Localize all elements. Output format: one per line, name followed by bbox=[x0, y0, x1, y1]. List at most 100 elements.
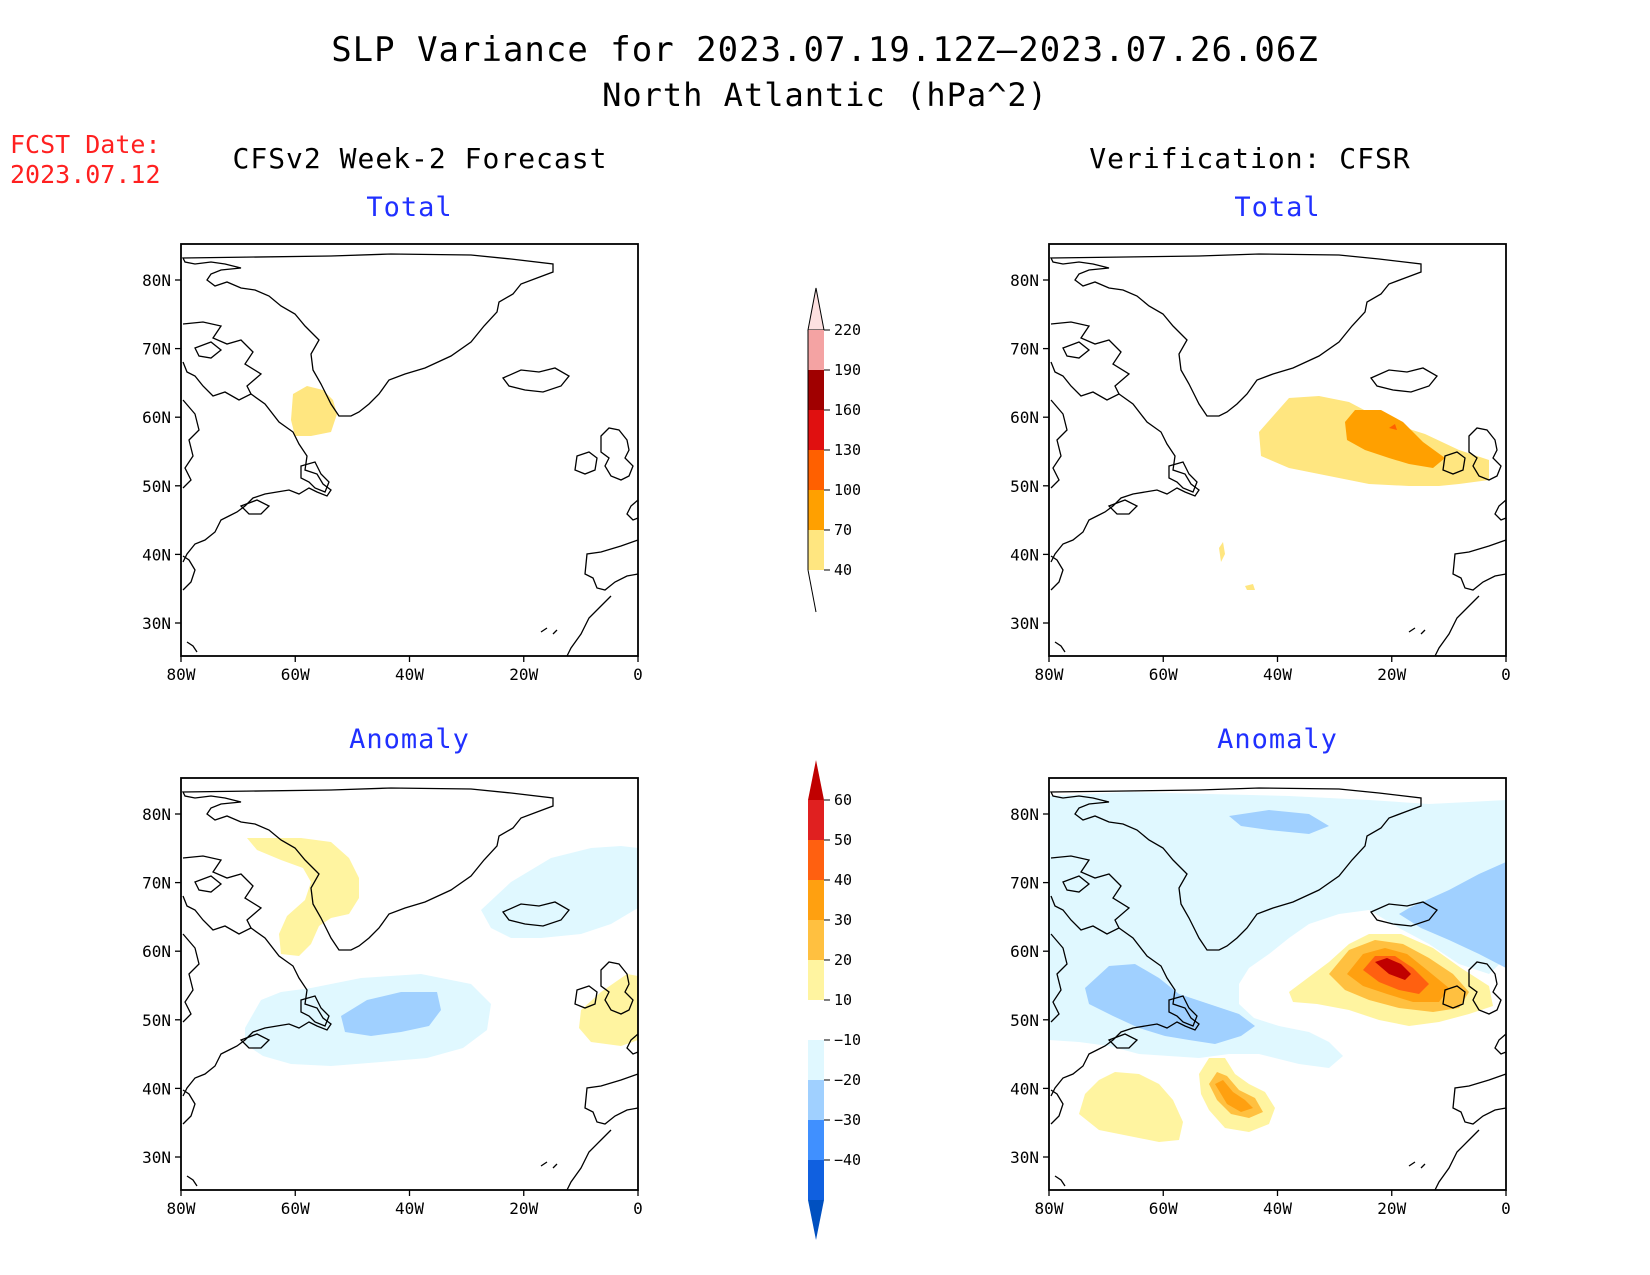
lat-tick-label: 60N bbox=[1010, 942, 1039, 961]
lat-tick-label: 70N bbox=[142, 874, 171, 893]
colorbar-swatch bbox=[808, 1080, 824, 1120]
forecast-column-title: CFSv2 Week-2 Forecast bbox=[232, 142, 608, 175]
colorbar-swatch bbox=[808, 530, 824, 570]
verification-column-title: Verification: CFSR bbox=[1089, 142, 1411, 175]
colorbar-label: −40 bbox=[834, 1151, 861, 1169]
colorbar-bottom-arrow bbox=[808, 1200, 824, 1240]
main-title: SLP Variance for 2023.07.19.12Z—2023.07.… bbox=[331, 30, 1319, 70]
contour-40-70-small-2 bbox=[1245, 584, 1255, 590]
verification-anomaly-map bbox=[1048, 777, 1507, 1191]
colorbar-bottom-arrow bbox=[807, 569, 817, 613]
lon-tick-label: 20W bbox=[1377, 1199, 1406, 1218]
colorbar-label: 40 bbox=[834, 871, 852, 889]
colorbar-swatch bbox=[808, 370, 824, 410]
lon-tick-label: 60W bbox=[1149, 1199, 1178, 1218]
lat-tick-label: 40N bbox=[1010, 1079, 1039, 1098]
colorbar-swatch bbox=[808, 1000, 824, 1040]
colorbar-swatch bbox=[808, 840, 824, 880]
lat-tick-label: 40N bbox=[142, 545, 171, 564]
contour-neg-20-30-north bbox=[1229, 810, 1329, 834]
contour-neg-10-20-east bbox=[481, 846, 638, 938]
contour-pos-10-20-sw bbox=[1079, 1072, 1183, 1142]
colorbar-label: 100 bbox=[834, 481, 861, 499]
lat-tick-label: 50N bbox=[1010, 477, 1039, 496]
colorbar-swatch bbox=[808, 330, 824, 370]
fcst-date-label: FCST Date: bbox=[10, 130, 161, 159]
fcst-date-value: 2023.07.12 bbox=[10, 160, 161, 189]
lon-tick-label: 20W bbox=[1377, 665, 1406, 684]
lat-tick-label: 30N bbox=[1010, 1148, 1039, 1167]
colorbar-label: 60 bbox=[834, 791, 852, 809]
colorbar-top-arrow bbox=[807, 287, 825, 331]
contour-pos-10-20-europe bbox=[579, 974, 638, 1046]
lat-tick-label: 60N bbox=[142, 408, 171, 427]
verification-total-label: Total bbox=[1234, 192, 1321, 223]
colorbar-label: 10 bbox=[834, 991, 852, 1009]
lon-tick-label: 60W bbox=[281, 1199, 310, 1218]
contour-pos-10-20-greenland bbox=[247, 838, 359, 956]
contour-neg-20-30-west bbox=[341, 992, 441, 1036]
lon-tick-label: 0 bbox=[1501, 1199, 1511, 1218]
lat-tick-label: 50N bbox=[142, 477, 171, 496]
colorbar-label: 50 bbox=[834, 831, 852, 849]
colorbar-swatch bbox=[808, 880, 824, 920]
lon-tick-label: 20W bbox=[509, 1199, 538, 1218]
lat-tick-label: 30N bbox=[1010, 614, 1039, 633]
colorbar-label: 30 bbox=[834, 911, 852, 929]
contour-pos-50-60-east bbox=[1375, 958, 1411, 980]
lat-tick-label: 70N bbox=[142, 340, 171, 359]
lat-tick-label: 80N bbox=[142, 271, 171, 290]
contour-neg-20-30-west bbox=[1085, 964, 1255, 1044]
lon-tick-label: 0 bbox=[633, 665, 643, 684]
lon-tick-label: 40W bbox=[1263, 665, 1292, 684]
contour-pos-30-40-mid bbox=[1215, 1080, 1253, 1112]
colorbar-label: −20 bbox=[834, 1071, 861, 1089]
contour-40-70 bbox=[291, 386, 337, 436]
lon-tick-label: 80W bbox=[1035, 1199, 1064, 1218]
lon-tick-label: 0 bbox=[1501, 665, 1511, 684]
lon-tick-label: 40W bbox=[395, 1199, 424, 1218]
total-colorbar: 220 190 160 130 100 70 40 bbox=[807, 287, 861, 613]
colorbar-swatch bbox=[808, 490, 824, 530]
forecast-total-label: Total bbox=[366, 192, 453, 223]
lat-tick-label: 30N bbox=[142, 1148, 171, 1167]
lat-tick-label: 40N bbox=[1010, 545, 1039, 564]
verification-total-map bbox=[1048, 243, 1507, 657]
lat-tick-label: 50N bbox=[1010, 1011, 1039, 1030]
lat-tick-label: 70N bbox=[1010, 340, 1039, 359]
lon-tick-label: 60W bbox=[281, 665, 310, 684]
map-background bbox=[181, 244, 638, 656]
colorbar-swatch bbox=[808, 450, 824, 490]
lon-tick-label: 80W bbox=[167, 1199, 196, 1218]
contour-40-70-small-1 bbox=[1219, 542, 1225, 562]
colorbar-label: 220 bbox=[834, 321, 861, 339]
lat-tick-label: 40N bbox=[142, 1079, 171, 1098]
colorbar-swatch bbox=[808, 1040, 824, 1080]
forecast-anomaly-map bbox=[180, 777, 639, 1191]
colorbar-swatch bbox=[808, 800, 824, 840]
colorbar-label: 40 bbox=[834, 561, 852, 579]
lat-tick-label: 60N bbox=[142, 942, 171, 961]
contour-100-130 bbox=[1389, 424, 1397, 430]
main-subtitle: North Atlantic (hPa^2) bbox=[602, 76, 1048, 114]
lat-tick-label: 80N bbox=[1010, 271, 1039, 290]
lat-tick-label: 60N bbox=[1010, 408, 1039, 427]
colorbar-label: 20 bbox=[834, 951, 852, 969]
contour-neg-20-30-east bbox=[1399, 862, 1506, 968]
lon-tick-label: 0 bbox=[633, 1199, 643, 1218]
contour-70-100 bbox=[1345, 410, 1445, 468]
forecast-anomaly-label: Anomaly bbox=[349, 724, 470, 755]
colorbar-swatch bbox=[808, 960, 824, 1000]
colorbar-swatch bbox=[808, 410, 824, 450]
lon-tick-label: 80W bbox=[1035, 665, 1064, 684]
colorbar-swatch bbox=[808, 1120, 824, 1160]
colorbar-label: −10 bbox=[834, 1031, 861, 1049]
lon-tick-label: 20W bbox=[509, 665, 538, 684]
lat-tick-label: 30N bbox=[142, 614, 171, 633]
lat-tick-label: 80N bbox=[142, 805, 171, 824]
map-axes: 80N 70N 60N 50N 40N 30N 80W 60W 40W 20W 0 80N 70N 60N… bbox=[142, 271, 1511, 1218]
verification-anomaly-label: Anomaly bbox=[1217, 724, 1338, 755]
lat-tick-label: 80N bbox=[1010, 805, 1039, 824]
anomaly-colorbar: 60 50 40 30 20 10 −10 −20 −30 −40 bbox=[808, 760, 861, 1240]
